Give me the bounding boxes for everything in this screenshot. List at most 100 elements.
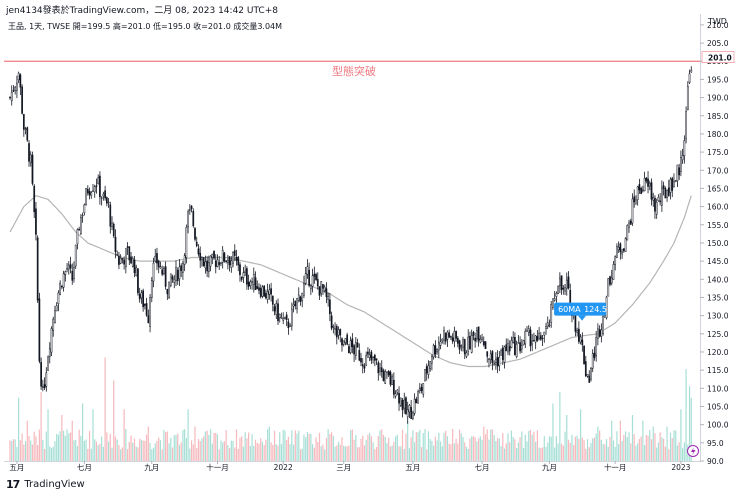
symbol-ohlc-legend[interactable]: 王品, 1天, TWSE 開=199.5 高=201.0 低=195.0 收=2… bbox=[8, 22, 283, 31]
volume-bar bbox=[637, 443, 639, 461]
x-tick-label: 十一月 bbox=[604, 462, 627, 472]
candle-body bbox=[401, 399, 404, 411]
volume-bar bbox=[419, 429, 421, 461]
volume-bar bbox=[452, 428, 454, 461]
candle-body bbox=[292, 304, 295, 307]
candle-body bbox=[382, 370, 385, 381]
candle-body bbox=[195, 241, 198, 247]
volume-bar bbox=[417, 432, 419, 461]
candle-body bbox=[450, 336, 452, 338]
volume-bar bbox=[668, 449, 670, 461]
volume-bar bbox=[237, 448, 239, 461]
candle-body bbox=[322, 284, 324, 289]
candle-body bbox=[564, 287, 566, 292]
tradingview-footer[interactable]: 17 TradingView bbox=[6, 478, 85, 491]
candle-body bbox=[325, 288, 328, 297]
volume-bar bbox=[246, 438, 248, 461]
candle-body bbox=[88, 190, 91, 196]
volume-bar bbox=[379, 430, 381, 461]
volume-bar bbox=[514, 439, 516, 461]
candle-body bbox=[265, 292, 267, 299]
volume-bar bbox=[305, 437, 307, 461]
x-tick-label: 七月 bbox=[77, 463, 92, 472]
volume-bar bbox=[166, 431, 168, 461]
volume-bar bbox=[292, 444, 295, 461]
volume-bar bbox=[524, 434, 526, 461]
volume-bar bbox=[604, 444, 606, 461]
volume-bar bbox=[137, 447, 139, 461]
volume-bar bbox=[662, 438, 665, 461]
candle-body bbox=[175, 267, 177, 282]
candle-body bbox=[624, 238, 627, 252]
candle-body bbox=[488, 358, 490, 360]
volume-bar bbox=[161, 449, 163, 461]
candle-body bbox=[453, 331, 456, 342]
candle-body bbox=[118, 255, 120, 265]
candle-body bbox=[619, 243, 622, 253]
candle-body bbox=[38, 298, 41, 362]
candle-body bbox=[76, 229, 79, 245]
candle-body bbox=[287, 321, 290, 329]
candle-body bbox=[256, 286, 259, 289]
candle-body bbox=[413, 398, 416, 414]
volume-bar bbox=[469, 438, 471, 461]
volume-bar bbox=[597, 426, 599, 461]
volume-bar bbox=[602, 443, 604, 461]
candle-body bbox=[507, 343, 509, 353]
volume-bar bbox=[168, 443, 170, 461]
candle-body bbox=[273, 306, 276, 312]
candle-body bbox=[93, 186, 96, 193]
candle-body bbox=[531, 340, 534, 345]
candle-body bbox=[316, 279, 319, 287]
candle-body bbox=[422, 383, 425, 395]
volume-bar bbox=[332, 435, 334, 461]
volume-bar bbox=[476, 441, 478, 461]
candle-body bbox=[214, 260, 217, 268]
volume-bar bbox=[287, 436, 289, 461]
candle-body bbox=[173, 279, 176, 283]
candle-body bbox=[526, 330, 528, 332]
volume-bar bbox=[94, 439, 96, 461]
volume-bar bbox=[384, 436, 386, 461]
volume-bar bbox=[467, 448, 469, 461]
volume-bar bbox=[249, 445, 251, 461]
volume-bar bbox=[638, 438, 641, 461]
candle-body bbox=[616, 246, 618, 258]
candle-body bbox=[86, 189, 89, 194]
candle-body bbox=[465, 352, 468, 357]
volume-bar bbox=[144, 440, 146, 461]
y-tick-label: 105.0 bbox=[707, 402, 729, 411]
volume-bar bbox=[583, 440, 585, 461]
volume-bar bbox=[318, 432, 321, 461]
candle-body bbox=[61, 286, 63, 288]
volume-bar bbox=[528, 431, 530, 461]
candle-body bbox=[207, 262, 210, 273]
volume-bar bbox=[652, 426, 654, 461]
candle-body bbox=[100, 197, 103, 199]
candle-body bbox=[361, 364, 364, 367]
volume-bar bbox=[99, 443, 101, 461]
candle-body bbox=[389, 371, 392, 385]
volume-bar bbox=[405, 433, 407, 461]
candle-body bbox=[150, 280, 153, 299]
candle-body bbox=[263, 285, 266, 297]
candle-body bbox=[320, 281, 323, 294]
volume-bar bbox=[683, 442, 685, 461]
candle-body bbox=[83, 204, 86, 213]
volume-bar bbox=[69, 432, 72, 461]
candle-body bbox=[420, 386, 423, 391]
candle-body bbox=[48, 348, 51, 357]
volume-bar bbox=[353, 439, 355, 461]
candle-body bbox=[491, 351, 494, 363]
candle-body bbox=[417, 391, 419, 404]
candle-body bbox=[565, 279, 568, 289]
y-tick-label: 150.0 bbox=[707, 239, 729, 248]
volume-bar bbox=[619, 420, 621, 461]
volume-bar bbox=[429, 438, 431, 461]
candle-body bbox=[539, 335, 542, 340]
candle-body bbox=[367, 351, 369, 355]
volume-bar bbox=[329, 433, 331, 461]
volume-bar bbox=[142, 440, 144, 461]
candle-body bbox=[268, 289, 271, 295]
